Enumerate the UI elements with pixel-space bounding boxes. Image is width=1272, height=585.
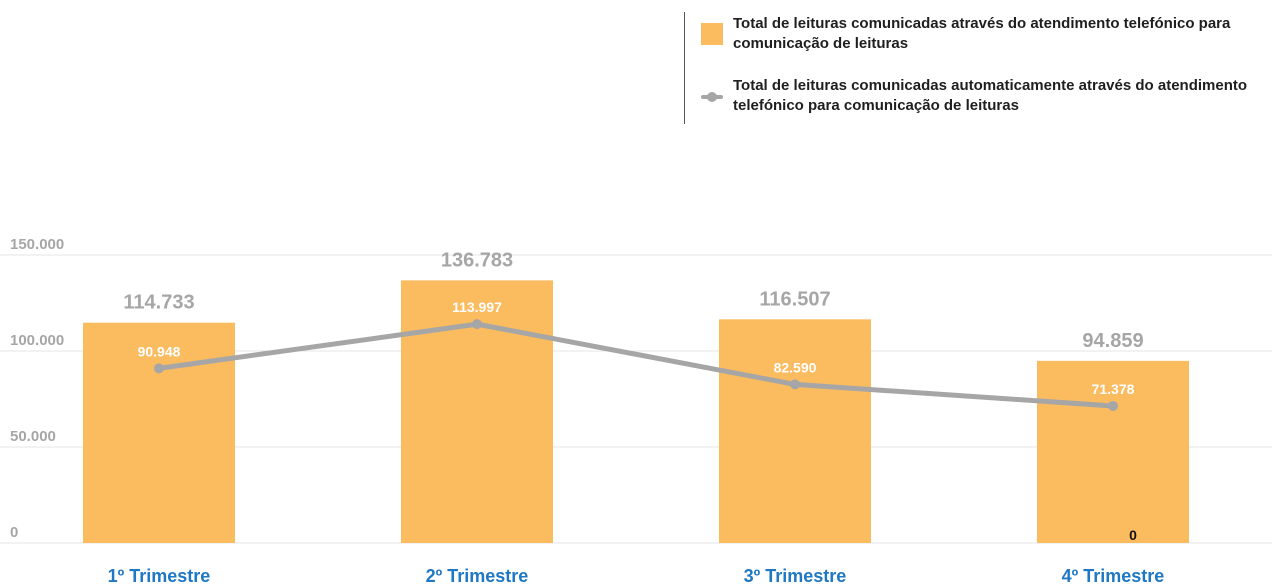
legend-item-bar: Total de leituras comunicadas através do…: [701, 14, 1233, 54]
bar-data-label: 136.783: [441, 249, 513, 271]
y-tick-label: 150.000: [10, 236, 64, 253]
legend-line-swatch: [701, 85, 723, 107]
legend-bar-swatch: [701, 23, 723, 45]
line-point: [154, 363, 164, 374]
line-point: [472, 319, 482, 330]
series-line: [156, 321, 1116, 409]
x-category-label: 3º Trimestre: [744, 566, 847, 585]
line-point: [790, 379, 800, 390]
line-data-label: 90.948: [138, 343, 181, 359]
bar: [1037, 360, 1189, 543]
bar-data-label: 116.507: [759, 288, 830, 310]
y-tick-label: 50.000: [10, 428, 56, 445]
line-point: [1108, 400, 1118, 411]
x-category-label: 4º Trimestre: [1062, 566, 1165, 585]
x-category-label: 1º Trimestre: [108, 566, 211, 585]
y-tick-label: 100.000: [10, 332, 64, 349]
line-data-label: 82.590: [774, 359, 817, 375]
bar-data-label: 94.859: [1082, 330, 1143, 352]
legend-bar-label: Total de leituras comunicadas através do…: [733, 15, 1231, 52]
bar-data-label: 114.733: [123, 292, 194, 314]
line-data-label: 113.997: [452, 299, 502, 315]
legend-item-line: Total de leituras comunicadas automatica…: [701, 76, 1253, 116]
line-data-label: 71.378: [1092, 381, 1135, 397]
chart-legend: Total de leituras comunicadas através do…: [684, 12, 1272, 124]
y-tick-label: 0: [10, 524, 18, 541]
bar: [719, 319, 871, 543]
x-category-label: 2º Trimestre: [426, 566, 529, 585]
annotation-label: 0: [1129, 527, 1137, 543]
legend-line-label: Total de leituras comunicadas automatica…: [733, 77, 1248, 114]
